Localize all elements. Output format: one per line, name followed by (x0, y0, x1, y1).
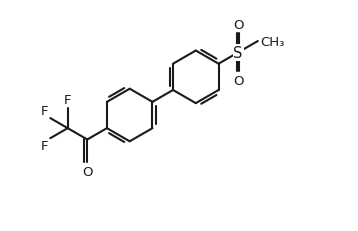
Text: CH₃: CH₃ (260, 35, 284, 48)
Text: F: F (40, 139, 48, 152)
Text: O: O (82, 165, 93, 178)
Text: S: S (233, 46, 243, 61)
Text: F: F (64, 94, 72, 106)
Text: O: O (233, 74, 243, 87)
Text: F: F (40, 105, 48, 118)
Text: O: O (233, 19, 243, 32)
